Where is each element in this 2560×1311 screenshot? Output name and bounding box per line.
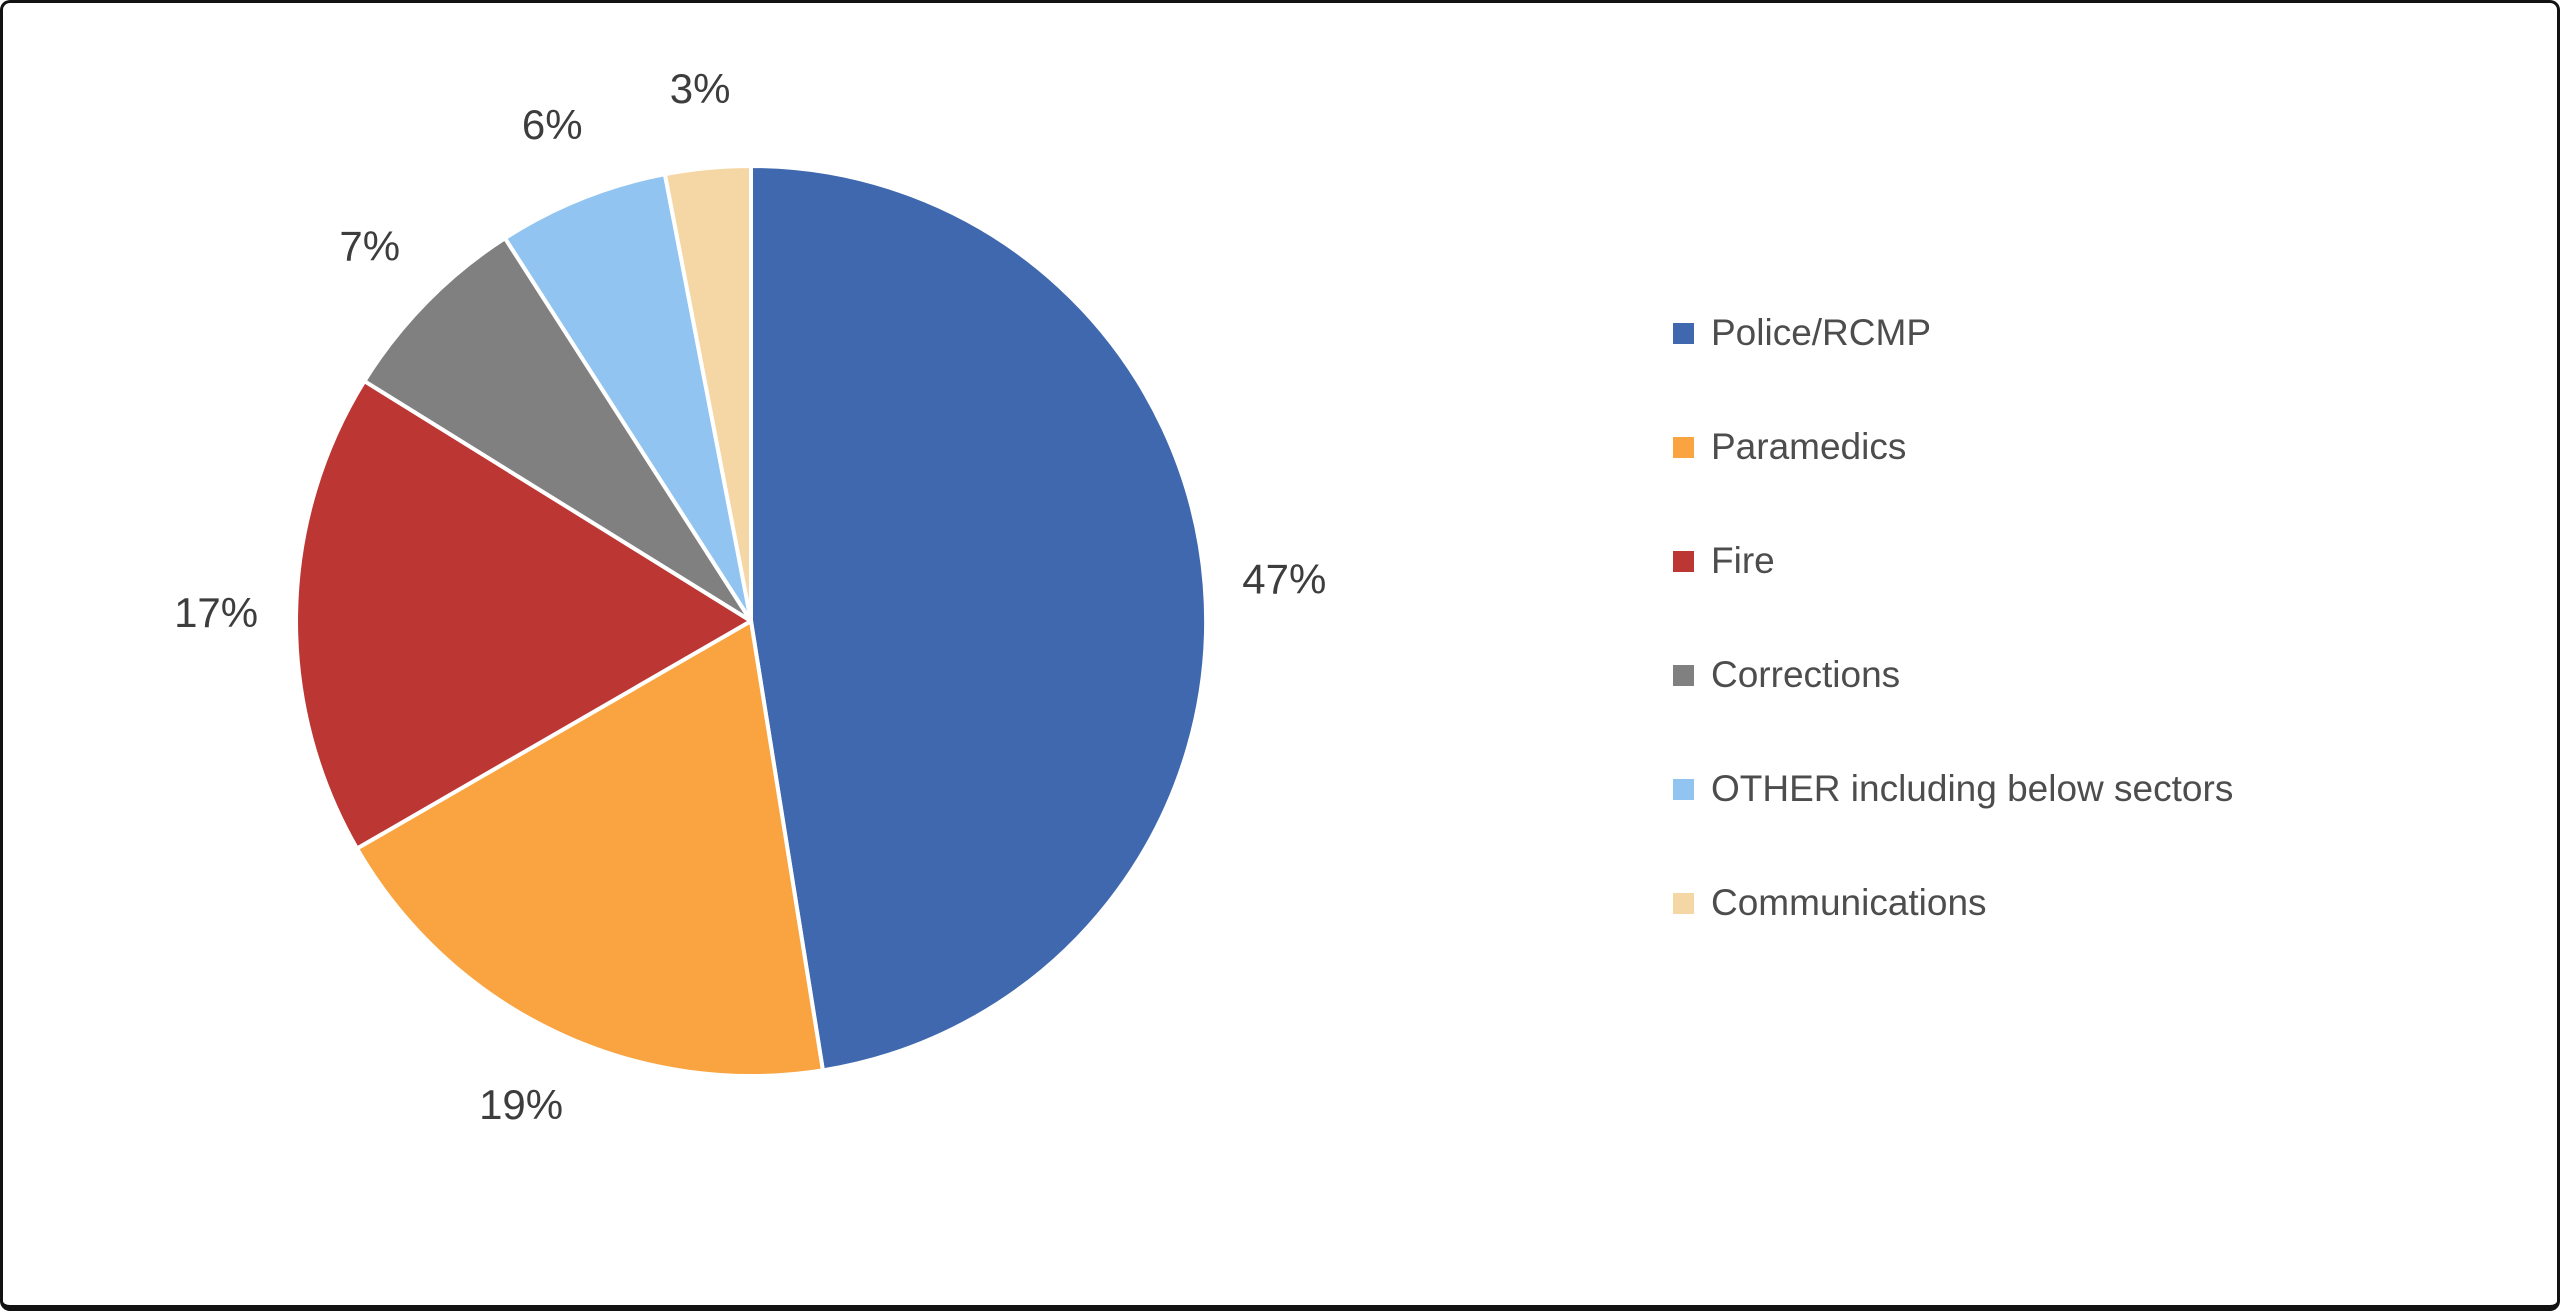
legend-label-corrections: Corrections bbox=[1711, 654, 1901, 695]
legend-label-other-including-below-sectors: OTHER including below sectors bbox=[1711, 768, 2234, 809]
data-label-police-rcmp: 47% bbox=[1242, 555, 1326, 602]
pie-slice-fire[interactable] bbox=[294, 379, 753, 851]
legend-label-police-rcmp: Police/RCMP bbox=[1711, 312, 1931, 353]
legend-swatch-police-rcmp bbox=[1673, 322, 1694, 344]
legend-item-corrections[interactable]: Corrections bbox=[1673, 653, 1900, 697]
pie-slice-communications[interactable] bbox=[662, 163, 753, 623]
pie-slice-paramedics[interactable] bbox=[355, 619, 825, 1079]
data-label-fire: 17% bbox=[174, 589, 258, 636]
data-label-corrections: 7% bbox=[339, 222, 400, 269]
legend-label-communications: Communications bbox=[1711, 882, 1987, 923]
data-label-other-including-below-sectors: 6% bbox=[522, 101, 583, 148]
pie-chart: 47% 19% 17% 7% 6% 3% bbox=[174, 65, 1326, 1128]
legend-swatch-paramedics bbox=[1673, 436, 1694, 458]
legend-swatch-other-including-below-sectors bbox=[1673, 778, 1694, 800]
legend-swatch-corrections bbox=[1673, 664, 1694, 686]
pie-slice-corrections[interactable] bbox=[362, 236, 753, 623]
legend-swatch-fire bbox=[1673, 550, 1694, 572]
data-label-paramedics: 19% bbox=[479, 1081, 563, 1128]
legend-swatch-communications bbox=[1673, 892, 1694, 914]
legend-label-fire: Fire bbox=[1711, 540, 1775, 581]
legend-label-paramedics: Paramedics bbox=[1711, 426, 1907, 467]
chart-legend: Police/RCMP Paramedics Fire Corrections OTHE… bbox=[1673, 3, 2493, 1305]
legend-item-police-rcmp[interactable]: Police/RCMP bbox=[1673, 311, 1931, 355]
pie-slice-police-rcmp[interactable] bbox=[749, 164, 1209, 1073]
legend-item-paramedics[interactable]: Paramedics bbox=[1673, 425, 1906, 469]
legend-item-fire[interactable]: Fire bbox=[1673, 539, 1775, 583]
legend-item-other-including-below-sectors[interactable]: OTHER including below sectors bbox=[1673, 767, 2233, 811]
data-label-communications: 3% bbox=[670, 65, 731, 112]
pie-slice-other-including-below-sectors[interactable] bbox=[503, 172, 753, 623]
legend-item-communications[interactable]: Communications bbox=[1673, 881, 1987, 925]
